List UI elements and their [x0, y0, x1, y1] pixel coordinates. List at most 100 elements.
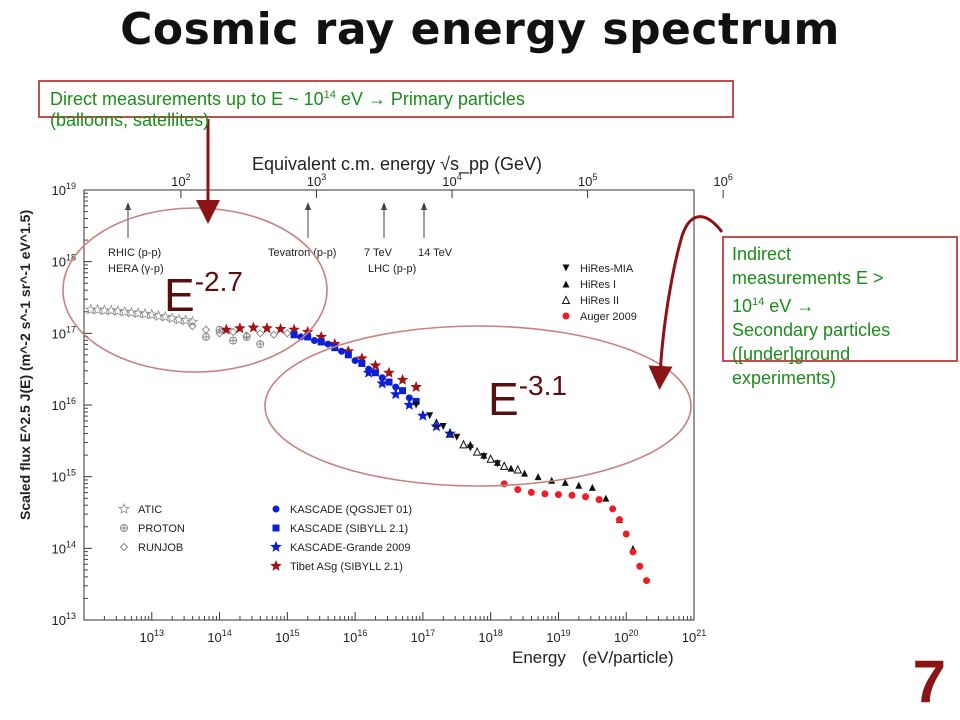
data-point	[362, 366, 375, 378]
page-number: 7	[912, 648, 946, 715]
data-point	[466, 440, 474, 448]
slope-high-label: E-3.1	[488, 370, 567, 425]
top-tick-label: 103	[307, 172, 326, 189]
y-axis-label: Scaled flux E^2.5 J(E) (m^-2 s^-1 sr^-1 …	[17, 210, 33, 520]
data-point	[527, 488, 535, 496]
data-point	[186, 315, 199, 327]
y-tick-label: 1019	[52, 181, 76, 198]
x-tick-label: 1020	[614, 628, 638, 645]
data-point	[412, 401, 420, 409]
callout-indirect-measurements: Indirect measurements E > 1014 eV → Seco…	[722, 236, 958, 388]
data-point	[412, 397, 420, 405]
legend-label: Tibet ASg (SIBYLL 2.1)	[290, 561, 403, 573]
legend-marker	[118, 502, 130, 514]
data-point	[499, 461, 509, 470]
callout-direct-line1: Direct measurements up to E ~ 1014 eV → …	[50, 89, 525, 109]
data-point	[410, 381, 422, 392]
data-point	[432, 418, 441, 427]
legend-marker	[272, 505, 280, 513]
data-point	[541, 490, 549, 498]
accelerator-label: Tevatron (p-p)	[268, 247, 336, 259]
data-point	[403, 398, 416, 410]
data-point	[261, 322, 273, 334]
x-tick-label: 1021	[682, 628, 706, 645]
data-point	[643, 577, 651, 585]
data-point	[383, 366, 395, 378]
legend-label: HiRes-MIA	[580, 263, 634, 275]
accelerator-label: RHIC (p-p)	[108, 247, 161, 259]
data-point	[445, 429, 455, 438]
data-point	[554, 491, 562, 499]
ellipse-low-energy	[62, 207, 328, 373]
data-point	[220, 323, 233, 335]
x-tick-label: 1013	[140, 628, 164, 645]
top-tick-label: 106	[713, 172, 732, 189]
data-point	[392, 383, 400, 391]
data-point	[139, 307, 151, 319]
legend-marker	[272, 524, 280, 532]
data-point	[324, 340, 332, 348]
data-point	[480, 451, 488, 459]
data-point	[376, 377, 389, 389]
data-point	[514, 486, 522, 494]
data-point	[344, 351, 352, 359]
accelerator-arrowhead	[305, 202, 311, 210]
top-axis-label: Equivalent c.m. energy √s_pp (GeV)	[252, 154, 542, 175]
data-point	[247, 321, 260, 333]
top-axis-ticks: 102 103 104 105 106	[171, 172, 733, 198]
data-point	[453, 433, 461, 441]
data-point	[472, 446, 482, 456]
legend-label: KASCADE-Grande 2009	[290, 542, 410, 554]
legend-marker	[562, 312, 570, 320]
data-point	[331, 344, 339, 352]
legend-marker	[270, 540, 282, 552]
legend-label: KASCADE (QGSJET 01)	[290, 504, 412, 516]
data-point	[105, 304, 117, 316]
data-point	[575, 481, 583, 489]
y-tick-label: 1018	[52, 253, 76, 270]
top-tick-label: 104	[442, 172, 461, 189]
arrow-indirect	[648, 215, 724, 390]
data-point	[283, 329, 292, 338]
data-point	[274, 322, 287, 335]
top-tick-label: 102	[171, 172, 190, 189]
data-point	[561, 478, 569, 486]
x-tick-label: 1016	[343, 628, 367, 645]
data-point	[145, 308, 158, 320]
data-point	[112, 305, 124, 317]
data-point	[426, 412, 434, 420]
data-point	[234, 322, 246, 334]
data-point	[188, 321, 197, 331]
data-point	[588, 483, 596, 491]
legends: ATIC PROTON RUNJOB KASCADE (QGSJET 01) KASCA…	[118, 263, 637, 573]
data-point	[459, 439, 468, 449]
data-point	[629, 548, 637, 556]
x-tick-label: 1017	[411, 628, 435, 645]
data-point	[622, 530, 630, 538]
y-tick-label: 1014	[52, 539, 76, 556]
data-point	[304, 333, 312, 341]
accelerator-label: HERA (γ-p)	[108, 263, 164, 275]
data-point	[125, 306, 138, 318]
data-point	[493, 458, 501, 466]
x-tick-label: 1019	[546, 628, 570, 645]
data-points	[84, 303, 651, 585]
data-point	[444, 427, 456, 439]
data-point	[269, 330, 278, 339]
data-point	[202, 332, 210, 341]
slide-title: Cosmic ray energy spectrum	[120, 4, 840, 55]
data-point	[385, 378, 393, 386]
data-point	[371, 369, 379, 377]
data-point	[582, 493, 590, 501]
legend-label: RUNJOB	[138, 542, 183, 554]
data-point	[229, 336, 238, 345]
slope-low-label: E-2.7	[164, 266, 243, 321]
y-tick-label: 1013	[52, 611, 76, 628]
y-ticks: 1013 1014 1015 1016 1017 1018 1019	[52, 181, 92, 628]
data-point	[369, 359, 382, 371]
data-point	[179, 314, 192, 326]
accelerator-arrowhead	[421, 202, 427, 210]
legend-marker	[562, 280, 570, 288]
accelerator-arrowhead	[381, 202, 387, 210]
data-point	[568, 491, 576, 499]
